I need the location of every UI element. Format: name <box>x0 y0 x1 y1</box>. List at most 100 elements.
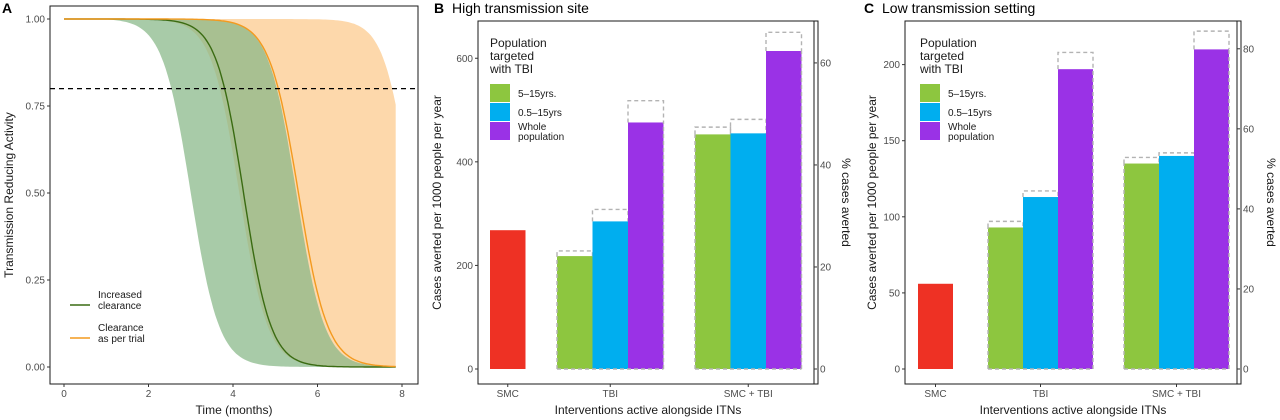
legend-swatch <box>920 103 940 121</box>
secondary-tick-label: 40 <box>820 160 832 171</box>
bar-upper-bound <box>694 126 732 135</box>
group-outline <box>556 122 665 370</box>
y-tick-label: 0.50 <box>26 189 46 200</box>
line-clearance-as-per-trial <box>64 18 396 368</box>
bar-upper-bound <box>765 31 803 52</box>
legend-label: population <box>518 132 564 143</box>
y-tick-label: 400 <box>456 157 473 168</box>
ribbon-clearance-as-per-trial <box>64 19 396 367</box>
y-tick-label: 600 <box>456 54 473 65</box>
legend-label: 0.5–15yrs <box>518 108 562 119</box>
bar-upper-bound <box>556 250 594 257</box>
bar <box>1058 69 1093 370</box>
bar-upper-bound <box>729 118 767 134</box>
bar-upper-bound <box>1022 190 1059 198</box>
bar-upper-bound <box>627 100 665 123</box>
bar-upper-bound <box>1123 156 1160 164</box>
panel-frame <box>477 20 819 385</box>
x-tick-label: TBI <box>1033 389 1049 400</box>
x-tick-label: TBI <box>602 389 618 400</box>
panel-c: C Low transmission setting 0 50 100 150 200 0 20… <box>864 0 1278 417</box>
y-tick-label: 0 <box>894 365 900 376</box>
x-tick-label: SMC <box>924 389 946 400</box>
legend-title: with TBI <box>919 62 963 76</box>
bar <box>1159 155 1194 369</box>
secondary-tick-label: 20 <box>1243 284 1255 295</box>
group-outline <box>1123 49 1230 370</box>
legend-title: Population <box>490 36 547 50</box>
y-tick-label: 200 <box>456 261 473 272</box>
y-axis-label: Cases averted per 1000 people per year <box>865 95 879 310</box>
secondary-tick-label: 0 <box>1243 365 1249 376</box>
bar-upper-bound <box>591 208 629 222</box>
legend-label: Increased <box>98 290 142 301</box>
x-tick-label: 8 <box>399 389 405 400</box>
y-axis-label: Cases averted per 1000 people per year <box>430 95 444 310</box>
secondary-tick-label: 40 <box>1243 204 1255 215</box>
x-axis-label: Interventions active alongside ITNs <box>555 403 742 417</box>
panel-label-c: C <box>864 0 874 16</box>
bar <box>628 122 664 369</box>
bar-upper-bound <box>1057 51 1094 70</box>
secondary-tick-label: 60 <box>820 58 832 69</box>
legend-label: as per trial <box>98 334 145 345</box>
legend-title: Population <box>920 36 977 50</box>
bar-upper-bound <box>1158 152 1195 156</box>
y-tick-label: 100 <box>883 212 900 223</box>
secondary-tick-label: 20 <box>820 262 832 273</box>
legend-swatch <box>490 122 510 140</box>
bar-upper-bound <box>987 220 1024 228</box>
legend-swatch <box>490 84 510 102</box>
y-tick-label: 0.75 <box>26 102 46 113</box>
y-tick-label: 0.00 <box>26 363 46 374</box>
bar <box>490 230 526 369</box>
bar <box>1194 49 1229 369</box>
y-tick-label: 0 <box>467 365 473 376</box>
panel-b: B High transmission site 0 200 400 600 0 20 40 60… <box>430 0 853 417</box>
secondary-axis-label: % cases averted <box>1264 158 1278 247</box>
panel-label-b: B <box>434 0 444 16</box>
legend-label: 5–15yrs. <box>948 89 986 100</box>
bar <box>1023 197 1058 369</box>
legend-label: population <box>948 132 994 143</box>
legend-label: 0.5–15yrs <box>948 108 992 119</box>
legend-label: Whole <box>948 122 977 133</box>
secondary-tick-label: 80 <box>1243 44 1255 55</box>
secondary-axis-label: % cases averted <box>839 158 853 247</box>
legend-title: targeted <box>920 49 964 63</box>
bar <box>1124 163 1159 369</box>
x-axis-label: Time (months) <box>196 403 273 417</box>
bar <box>592 221 628 369</box>
bar <box>918 283 953 369</box>
x-tick-label: SMC + TBI <box>1152 389 1201 400</box>
legend-swatch <box>920 122 940 140</box>
y-axis-label: Transmission Reducing Activity <box>2 112 16 278</box>
legend-label: 5–15yrs. <box>518 89 556 100</box>
legend-swatch <box>920 84 940 102</box>
panel-a-frame <box>49 5 419 385</box>
x-tick-label: SMC + TBI <box>724 389 773 400</box>
legend-title: targeted <box>490 49 534 63</box>
secondary-tick-label: 0 <box>820 365 826 376</box>
y-tick-label: 1.00 <box>26 15 46 26</box>
bar <box>557 256 593 369</box>
bar <box>695 134 731 369</box>
panel-title: High transmission site <box>452 0 589 16</box>
y-tick-label: 0.25 <box>26 276 46 287</box>
x-tick-label: 2 <box>146 389 152 400</box>
bar <box>988 227 1023 369</box>
legend-swatch <box>490 103 510 121</box>
panel-title: Low transmission setting <box>882 0 1035 16</box>
legend-label: clearance <box>98 301 142 312</box>
x-axis-label: Interventions active alongside ITNs <box>980 403 1167 417</box>
panel-frame <box>904 20 1242 385</box>
y-tick-label: 200 <box>883 60 900 71</box>
panel-label-a: A <box>2 0 12 16</box>
x-tick-label: 0 <box>61 389 67 400</box>
bar <box>730 133 766 369</box>
y-tick-label: 50 <box>889 288 901 299</box>
bar-upper-bound <box>1193 30 1230 50</box>
